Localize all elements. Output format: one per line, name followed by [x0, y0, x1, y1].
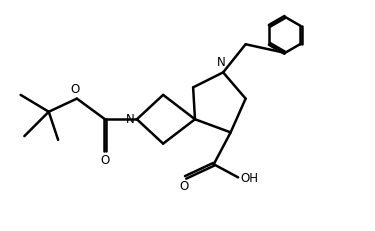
Text: OH: OH — [240, 172, 258, 185]
Text: O: O — [100, 154, 109, 167]
Text: N: N — [217, 56, 226, 69]
Text: N: N — [126, 113, 134, 126]
Text: O: O — [179, 180, 188, 193]
Text: O: O — [70, 83, 80, 96]
